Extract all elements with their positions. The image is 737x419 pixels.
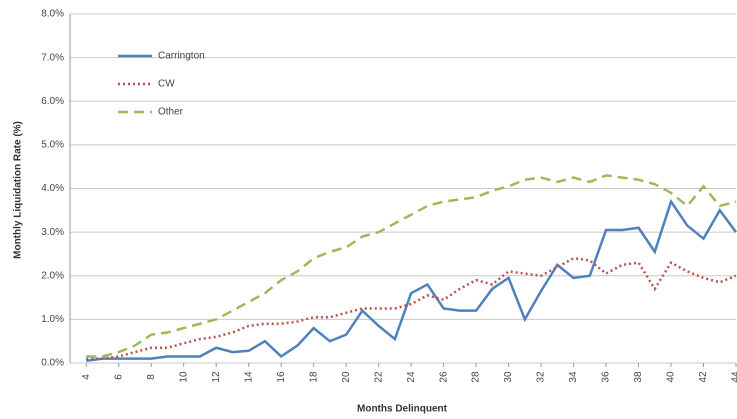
y-tick-label: 7.0% (41, 52, 64, 63)
legend-label: Other (158, 107, 184, 118)
x-tick-label: 34 (568, 371, 579, 383)
x-tick-label: 10 (178, 371, 189, 383)
x-tick-label: 24 (406, 371, 417, 383)
x-tick-label: 20 (341, 371, 352, 383)
y-tick-label: 1.0% (41, 314, 64, 325)
x-tick-label: 36 (601, 371, 612, 383)
y-tick-label: 0.0% (41, 358, 64, 369)
x-tick-label: 44 (731, 371, 737, 383)
y-tick-label: 5.0% (41, 140, 64, 151)
y-tick-label: 2.0% (41, 270, 64, 281)
x-tick-label: 28 (471, 371, 482, 383)
y-tick-label: 8.0% (41, 9, 64, 20)
x-tick-label: 8 (146, 374, 157, 380)
legend-label: CW (158, 79, 175, 90)
series-line (86, 174, 737, 358)
x-axis-title: Months Delinquent (357, 404, 448, 415)
legend-label: Carrington (158, 51, 205, 62)
x-tick-label: 14 (243, 371, 254, 383)
x-tick-label: 18 (308, 371, 319, 383)
x-tick-label: 40 (666, 371, 677, 383)
series-line (86, 257, 737, 360)
x-tick-label: 12 (211, 371, 222, 383)
y-tick-label: 4.0% (41, 183, 64, 194)
x-tick-label: 16 (276, 371, 287, 383)
x-tick-label: 30 (503, 371, 514, 383)
y-tick-label: 3.0% (41, 227, 64, 238)
series-line (86, 198, 737, 363)
x-tick-label: 42 (698, 371, 709, 383)
y-tick-label: 6.0% (41, 96, 64, 107)
x-tick-label: 26 (438, 371, 449, 383)
x-tick-label: 32 (536, 371, 547, 383)
y-axis-title: Monthly Liquidation Rate (%) (13, 121, 24, 259)
x-tick-label: 38 (633, 371, 644, 383)
x-tick-label: 6 (113, 374, 124, 380)
x-tick-label: 4 (81, 374, 92, 380)
x-tick-label: 22 (373, 371, 384, 383)
